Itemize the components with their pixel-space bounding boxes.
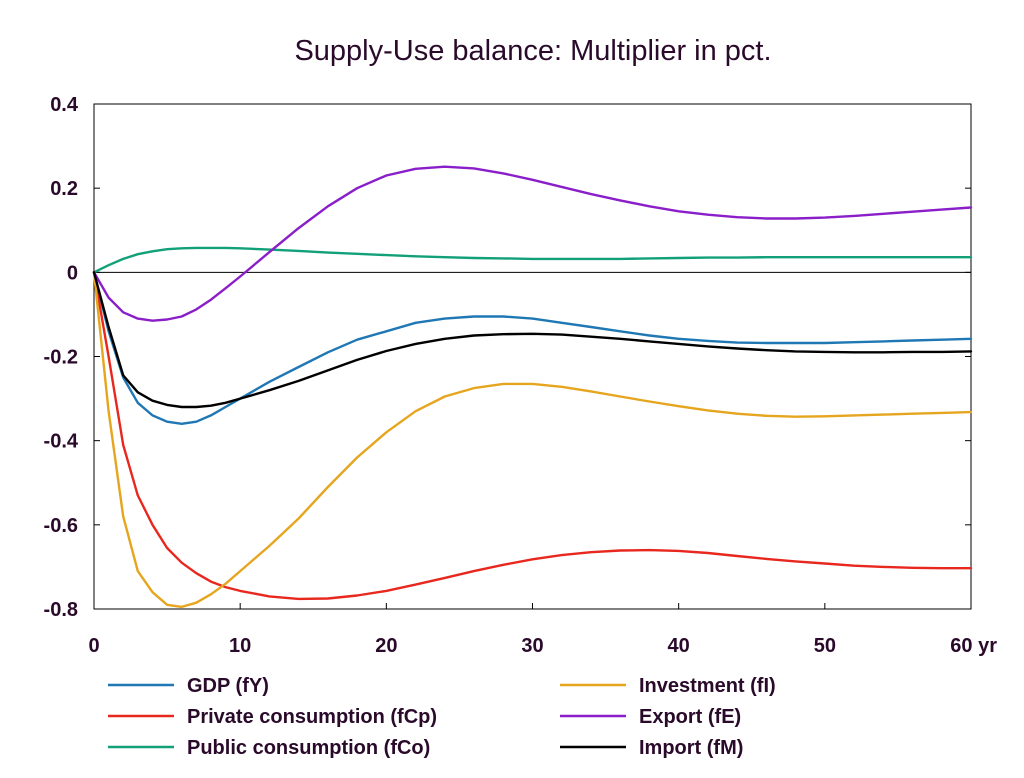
axis-ticks: -0.8 -0.6 -0.4 -0.2 0 0.2 0.4 0 10 20 30 40 50 60 yr bbox=[44, 94, 998, 657]
series-line-public-consumption-fco bbox=[92, 246, 973, 274]
series-line-gdp-fy bbox=[92, 271, 973, 425]
y-tick-label: 0.4 bbox=[50, 94, 79, 116]
y-tick-label: -0.2 bbox=[44, 347, 78, 369]
chart-title: Supply-Use balance: Multiplier in pct. bbox=[294, 35, 771, 67]
legend: GDP (fY) Private consumption (fCp) Public … bbox=[108, 675, 776, 759]
y-tick-label: -0.6 bbox=[44, 515, 78, 537]
series-line-investment-fi bbox=[92, 271, 973, 609]
legend-label: Public consumption (fCo) bbox=[187, 737, 430, 759]
x-tick-label: 20 bbox=[375, 635, 397, 657]
legend-label: Export (fE) bbox=[639, 706, 741, 728]
y-tick-label: -0.4 bbox=[44, 431, 79, 453]
x-tick-label: 60 yr bbox=[950, 635, 997, 657]
legend-label: Import (fM) bbox=[639, 737, 743, 759]
series-line-private-consumption-fcp bbox=[92, 271, 973, 601]
y-tick-label: -0.8 bbox=[44, 599, 78, 621]
series-lines bbox=[92, 165, 973, 609]
x-tick-label: 40 bbox=[668, 635, 690, 657]
series-line-import-fm bbox=[92, 271, 973, 409]
legend-label: GDP (fY) bbox=[187, 675, 269, 697]
legend-label: Investment (fI) bbox=[639, 675, 776, 697]
x-tick-label: 0 bbox=[88, 635, 99, 657]
legend-label: Private consumption (fCp) bbox=[187, 706, 437, 728]
series-line-export-fe bbox=[92, 165, 973, 322]
y-tick-label: 0.2 bbox=[50, 178, 78, 200]
y-tick-label: 0 bbox=[67, 262, 78, 284]
x-tick-label: 50 bbox=[814, 635, 836, 657]
x-tick-label: 30 bbox=[521, 635, 543, 657]
x-tick-label: 10 bbox=[229, 635, 251, 657]
